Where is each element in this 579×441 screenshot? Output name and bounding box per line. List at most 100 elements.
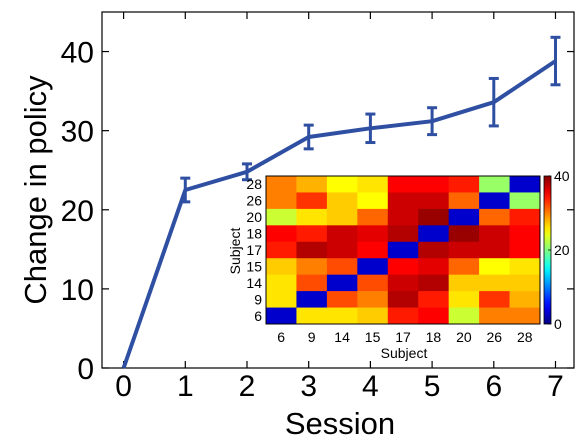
heatmap-cells (266, 176, 541, 325)
heatmap-y-tick-label: 26 (246, 193, 262, 209)
heatmap-x-tick-label: 15 (365, 329, 381, 345)
series-line (121, 35, 561, 369)
heatmap-cell (296, 208, 328, 226)
heatmap-x-tick-label: 26 (487, 329, 503, 345)
heatmap-y-tick-label: 20 (246, 209, 262, 225)
heatmap-x-tick-label: 17 (395, 329, 411, 345)
heatmap-cell (326, 274, 358, 292)
heatmap-cell (357, 241, 389, 259)
x-tick-label: 1 (177, 370, 194, 403)
heatmap-cell (448, 176, 480, 193)
colorbar: 0 20 40 (543, 168, 570, 332)
x-tick-label: 2 (239, 370, 256, 403)
x-tick-label: 0 (115, 370, 132, 403)
error-bar (241, 162, 252, 182)
x-tick-label: 3 (300, 370, 317, 403)
main-ticks: 0 1 2 3 4 5 6 7 0 10 20 30 40 (61, 12, 574, 403)
heatmap-cell (266, 176, 297, 193)
colorbar-tick-label: 20 (554, 242, 570, 258)
heatmap-cell (448, 258, 480, 276)
heatmap-cell (326, 307, 358, 325)
x-tick-label: 4 (362, 370, 379, 403)
heatmap-cell (387, 241, 419, 259)
heatmap-cell (387, 258, 419, 276)
heatmap-cell (479, 258, 510, 276)
heatmap-cell (418, 258, 450, 276)
heatmap-cell (387, 208, 419, 226)
heatmap-cell (296, 225, 328, 243)
heatmap-cell (479, 225, 510, 243)
heatmap-cell (448, 307, 480, 325)
heatmap-x-tick-label: 14 (334, 329, 350, 345)
heatmap-x-tick-label: 20 (456, 329, 472, 345)
heatmap-cell (387, 192, 419, 210)
heatmap-cell (357, 176, 389, 193)
heatmap-y-tick-label: 9 (254, 291, 262, 307)
error-bar (550, 35, 561, 87)
heatmap-x-tick-label: 18 (426, 329, 442, 345)
x-tick-label: 7 (547, 370, 564, 403)
heatmap-cell (357, 258, 389, 276)
heatmap-cell (448, 241, 480, 259)
y-tick-label: 10 (61, 274, 94, 307)
heatmap-cell (418, 225, 450, 243)
heatmap-cell (418, 291, 450, 308)
heatmap-cell (266, 208, 297, 226)
heatmap-cell (357, 225, 389, 243)
heatmap-cell (357, 192, 389, 210)
heatmap-y-tick-label: 28 (246, 176, 262, 192)
heatmap-cell (296, 258, 328, 276)
heatmap-y-axis-label: Subject (227, 228, 243, 275)
heatmap-cell (479, 307, 510, 325)
heatmap-cell (509, 176, 541, 193)
heatmap-cell (479, 208, 510, 226)
heatmap-cell (448, 274, 480, 292)
heatmap-cell (509, 225, 541, 243)
heatmap-cell (387, 225, 419, 243)
heatmap-cell (296, 307, 328, 325)
heatmap-cell (418, 274, 450, 292)
heatmap-cell (509, 307, 541, 325)
y-tick-label: 20 (61, 195, 94, 228)
heatmap-cell (326, 241, 358, 259)
heatmap-cell (357, 307, 389, 325)
heatmap-cell (326, 208, 358, 226)
heatmap-cell (387, 274, 419, 292)
heatmap-cell (387, 176, 419, 193)
heatmap-y-tick-label: 14 (246, 275, 262, 291)
heatmap-y-tick-label: 17 (246, 242, 262, 258)
y-axis-label: Change in policy (18, 75, 53, 305)
heatmap-cell (296, 176, 328, 193)
y-tick-label: 0 (77, 353, 94, 386)
heatmap-cell (266, 291, 297, 308)
heatmap-y-tick-label: 6 (254, 308, 262, 324)
colorbar-tick-label: 40 (554, 168, 570, 184)
heatmap-cell (418, 307, 450, 325)
series-path (121, 59, 557, 369)
heatmap-cell (479, 291, 510, 308)
heatmap-cell (357, 291, 389, 308)
heatmap-cell (479, 192, 510, 210)
heatmap-cell (479, 241, 510, 259)
heatmap-cell (509, 208, 541, 226)
y-tick-label: 30 (61, 116, 94, 149)
heatmap-cell (387, 307, 419, 325)
heatmap-cell (296, 291, 328, 308)
heatmap-cell (387, 291, 419, 308)
heatmap-x-axis-label: Subject (381, 345, 428, 361)
heatmap-cell (296, 274, 328, 292)
heatmap-cell (418, 176, 450, 193)
heatmap-cell (418, 241, 450, 259)
error-bar (303, 123, 314, 151)
heatmap-cell (448, 291, 480, 308)
heatmap-cell (266, 258, 297, 276)
heatmap-cell (509, 274, 541, 292)
heatmap-cell (479, 274, 510, 292)
heatmap-cell (266, 225, 297, 243)
heatmap-cell (296, 241, 328, 259)
heatmap-cell (266, 241, 297, 259)
error-bar (365, 112, 376, 145)
